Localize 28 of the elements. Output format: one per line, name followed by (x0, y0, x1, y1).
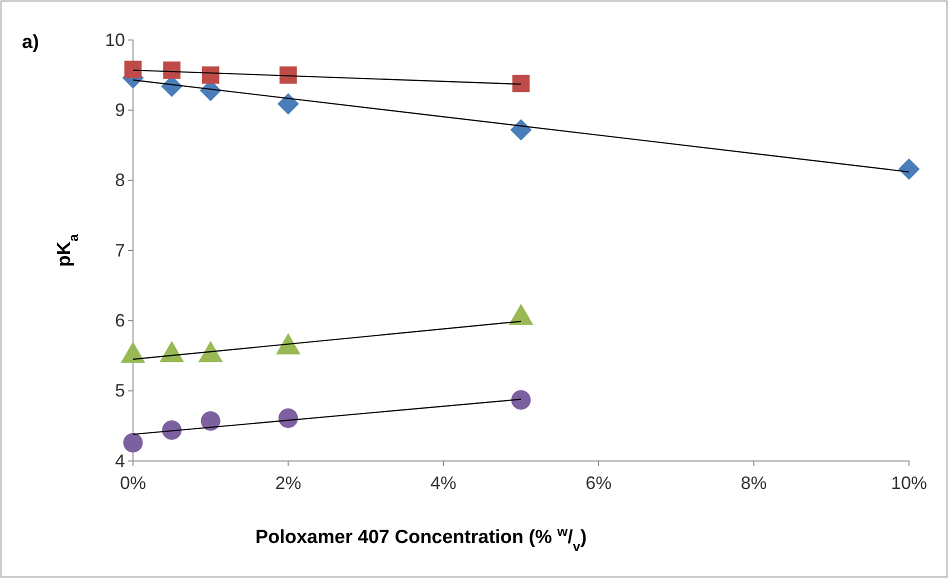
point (163, 62, 180, 79)
y-tick-label: 9 (114, 100, 125, 120)
point (200, 411, 220, 431)
point (512, 74, 530, 92)
y-tick-label: 8 (114, 170, 125, 190)
x-tick-label: 4% (430, 472, 456, 493)
x-axis-title: Poloxamer 407 Concentration (% $^{w}$/$_{v}$) (255, 524, 587, 554)
y-tick-label: 4 (114, 450, 125, 471)
y-tick-label: 5 (114, 380, 125, 401)
y-tick-label: 7 (114, 240, 125, 260)
point (202, 66, 220, 84)
point (278, 408, 298, 428)
point (124, 60, 142, 78)
point (162, 420, 182, 440)
text: a) (22, 32, 39, 53)
point (123, 433, 143, 453)
y-tick-label: 10 (104, 30, 125, 50)
point (898, 158, 920, 180)
point (277, 93, 299, 115)
x-tick-label: 2% (275, 472, 302, 493)
y-tick-label: 6 (114, 310, 125, 330)
x-tick-label: 10% (890, 472, 928, 493)
x-tick-label: 6% (586, 472, 612, 493)
point (511, 390, 531, 410)
x-tick-label: 8% (740, 472, 767, 493)
point (280, 66, 297, 84)
point (510, 119, 532, 141)
x-tick-label: 0% (120, 472, 146, 493)
